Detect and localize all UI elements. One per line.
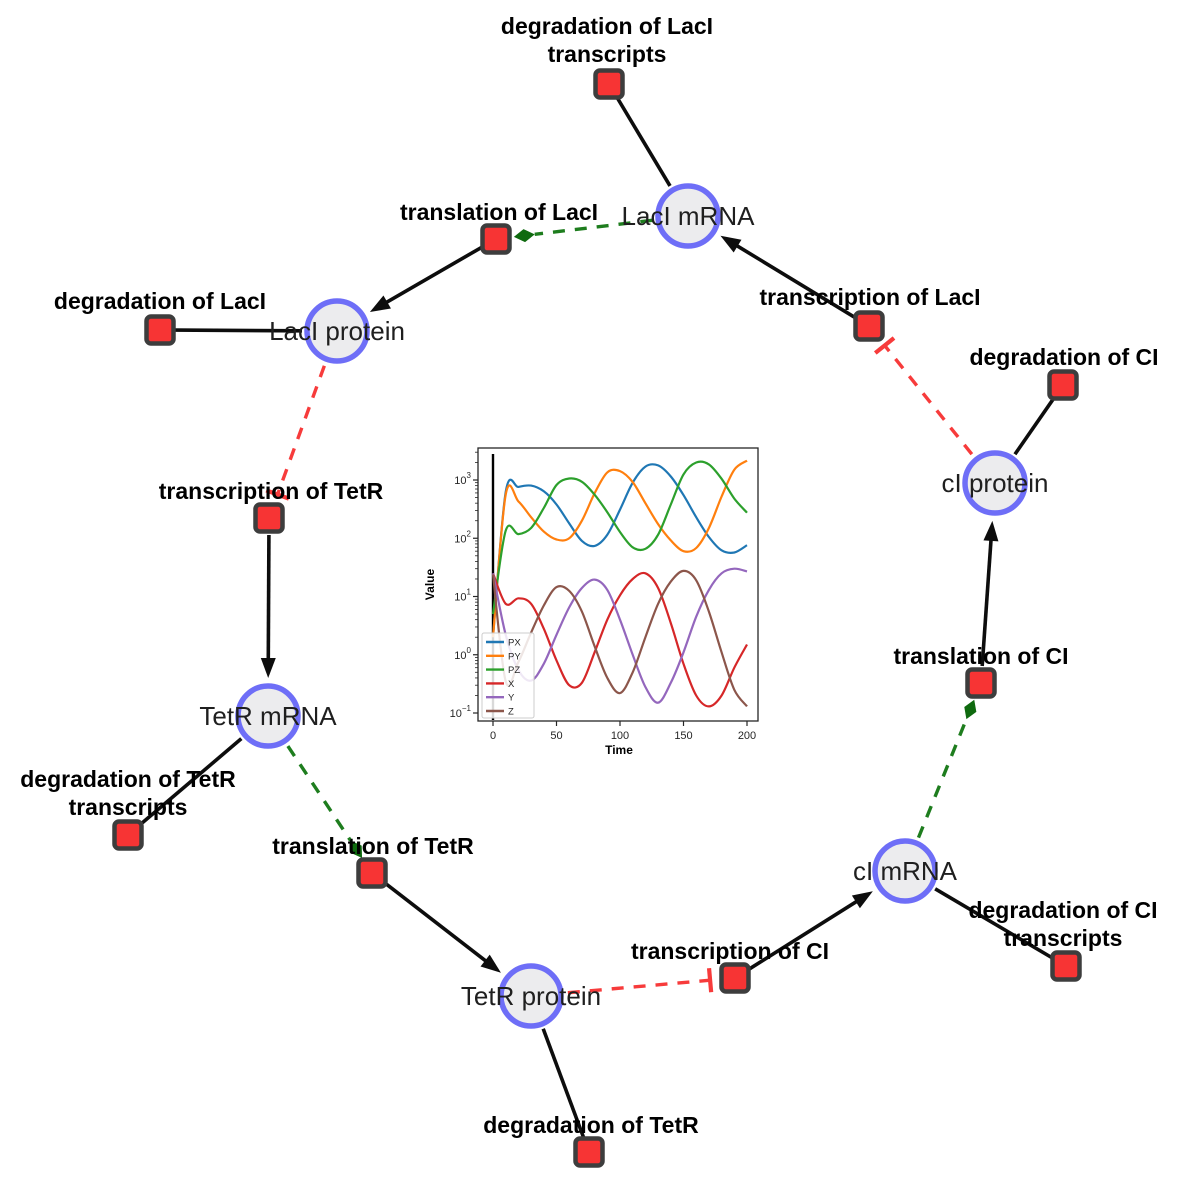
x-axis-title: Time [605, 743, 633, 757]
edge-ci-mrna-to-transl-ci [916, 699, 977, 839]
reaction-node-transl-ci[interactable] [965, 667, 997, 699]
reaction-label-transl-laci: translation of LacI [400, 199, 598, 225]
axes-ticks: 10−1 100 101 102 103 0 50 100 150 200 [450, 451, 756, 742]
legend-label-pz: PZ [508, 665, 520, 676]
species-label-tetr-mrna: TetR mRNA [199, 701, 337, 731]
reaction-label-tc-laci: transcription of LacI [759, 284, 980, 310]
reaction-node-deg-laci[interactable] [144, 314, 176, 346]
svg-text:102: 102 [454, 529, 471, 545]
labels-layer: LacI mRNA LacI protein TetR mRNA TetR prote… [20, 13, 1158, 1138]
edge-transl-laci-to-laci-protein [369, 245, 483, 312]
reaction-label-deg-ci-tx: transcripts [1004, 925, 1123, 951]
nodes-layer [112, 68, 1082, 1168]
edge-tc-tetr-to-tetr-mrna [260, 534, 276, 679]
svg-text:200: 200 [738, 730, 756, 742]
plot-border [477, 447, 759, 722]
reaction-node-deg-ci[interactable] [1047, 369, 1079, 401]
legend-label-x: X [508, 679, 515, 690]
svg-text:0: 0 [490, 730, 496, 742]
species-label-laci-mrna: LacI mRNA [622, 201, 756, 231]
legend-label-py: PY [508, 651, 521, 662]
reaction-label-deg-ci: degradation of CI [969, 344, 1158, 370]
reaction-label-deg-tetr: degradation of TetR [483, 1112, 699, 1138]
series-line-px [491, 463, 748, 638]
reaction-label-transl-tetr: translation of TetR [272, 833, 474, 859]
species-label-ci-protein: cI protein [942, 468, 1049, 498]
series-line-py [491, 459, 748, 638]
edge-tetr-protein-to-tc-ci [567, 968, 714, 995]
svg-text:100: 100 [454, 646, 471, 662]
edge-tc-ci-to-ci-mrna [748, 891, 873, 971]
reaction-node-tc-laci[interactable] [853, 310, 885, 342]
edge-tc-laci-to-laci-mrna [720, 235, 856, 319]
reaction-label-deg-laci-tx: transcripts [548, 41, 667, 67]
svg-text:100: 100 [611, 730, 629, 742]
species-label-ci-mrna: cI mRNA [853, 856, 958, 886]
edge-transl-tetr-to-tetr-protein [384, 881, 501, 973]
svg-text:50: 50 [550, 730, 562, 742]
legend-label-y: Y [508, 693, 515, 704]
edge-laci-protein-to-tc-tetr [265, 365, 326, 501]
reaction-node-deg-ci-tx[interactable] [1050, 950, 1082, 982]
legend-label-px: PX [508, 638, 521, 649]
reaction-node-deg-laci-tx[interactable] [593, 68, 625, 100]
edge-ci-protein-to-deg-ci [1013, 396, 1056, 456]
edge-transl-ci-to-ci-protein [980, 520, 999, 667]
species-node-laci-protein[interactable] [304, 298, 370, 364]
edge-tetr-mrna-to-deg-tetr-tx [138, 737, 243, 827]
svg-text:150: 150 [674, 730, 692, 742]
reaction-label-deg-tetr-tx: transcripts [69, 794, 188, 820]
reaction-label-transl-ci: translation of CI [893, 643, 1068, 669]
species-node-laci-mrna[interactable] [655, 183, 721, 249]
reaction-label-tc-ci: transcription of CI [631, 938, 829, 964]
reaction-node-deg-tetr[interactable] [573, 1136, 605, 1168]
species-node-tetr-protein[interactable] [498, 963, 564, 1029]
chart-figure-background [420, 436, 770, 759]
species-node-ci-mrna[interactable] [872, 838, 938, 904]
edge-tetr-protein-to-deg-tetr [541, 1028, 586, 1139]
species-label-tetr-protein: TetR protein [461, 981, 601, 1011]
svg-text:103: 103 [454, 471, 471, 487]
chart-legend: PX PY PZ XYZ [481, 632, 535, 719]
edge-ci-mrna-to-deg-ci-tx [934, 887, 1054, 960]
edge-ci-protein-to-tc-laci [873, 336, 974, 456]
species-node-tetr-mrna[interactable] [235, 683, 301, 749]
reaction-label-tc-tetr: transcription of TetR [159, 478, 384, 504]
reaction-label-deg-laci: degradation of LacI [54, 288, 266, 314]
reaction-node-deg-tetr-tx[interactable] [112, 819, 144, 851]
y-axis-title: Value [423, 569, 437, 601]
edge-laci-mrna-to-transl-laci [513, 218, 653, 243]
svg-text:10−1: 10−1 [450, 704, 472, 720]
edge-tetr-mrna-to-transl-tetr [286, 745, 363, 858]
reaction-label-deg-laci-tx: degradation of LacI [501, 13, 713, 39]
reaction-node-transl-laci[interactable] [480, 223, 512, 255]
reaction-label-deg-tetr-tx: degradation of TetR [20, 766, 236, 792]
svg-text:101: 101 [454, 588, 471, 604]
edge-laci-mrna-to-deg-laci-tx [615, 95, 672, 187]
reaction-node-transl-tetr[interactable] [356, 857, 388, 889]
reaction-node-tc-tetr[interactable] [253, 502, 285, 534]
legend-label-z: Z [508, 707, 514, 718]
species-node-ci-protein[interactable] [962, 450, 1028, 516]
edges-layer [138, 95, 1056, 1139]
series-line-x [491, 571, 748, 708]
reaction-node-tc-ci[interactable] [719, 962, 751, 994]
series-line-pz [491, 460, 748, 615]
species-label-laci-protein: LacI protein [269, 316, 405, 346]
edge-laci-protein-to-deg-laci [174, 328, 303, 333]
reaction-label-deg-ci-tx: degradation of CI [968, 897, 1157, 923]
series-line-y [491, 567, 748, 704]
